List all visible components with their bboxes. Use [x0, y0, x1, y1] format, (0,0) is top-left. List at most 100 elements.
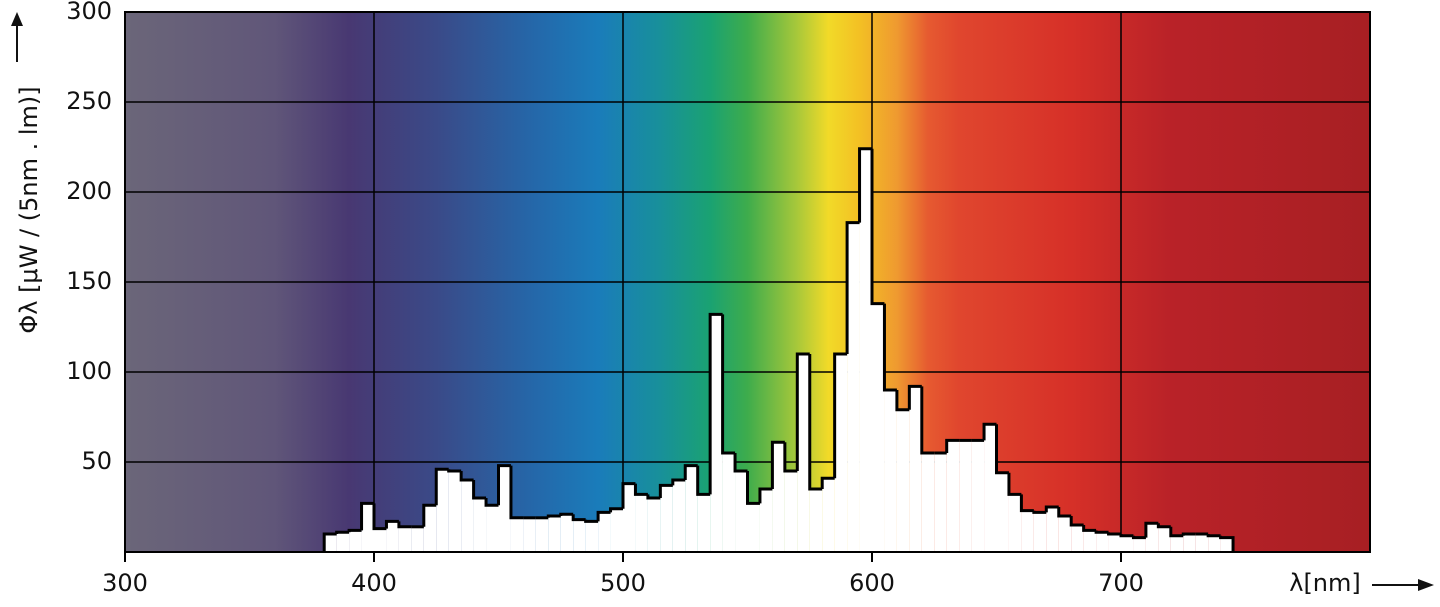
- bar: [1046, 507, 1059, 552]
- bar: [1183, 534, 1196, 552]
- bar: [685, 465, 698, 552]
- bar-outline: [995, 424, 1009, 475]
- bar-outline: [1181, 532, 1196, 536]
- bar-outline: [1219, 535, 1235, 552]
- bar-outline: [658, 483, 673, 498]
- bar-outline: [621, 482, 636, 509]
- x-axis-arrow: [1372, 579, 1434, 591]
- bar: [1158, 526, 1171, 552]
- x-tick-label: 700: [1098, 569, 1144, 597]
- bar-outline: [1119, 534, 1134, 538]
- bar: [398, 526, 412, 552]
- bar-outline: [596, 510, 611, 522]
- bar-outline: [584, 519, 599, 523]
- x-axis-label: λ[nm]: [1289, 569, 1361, 597]
- bar: [647, 498, 661, 552]
- bar-outline: [372, 503, 387, 531]
- bar-outline: [422, 503, 437, 527]
- y-tick-label: 100: [66, 357, 112, 385]
- bar: [710, 314, 723, 552]
- bar-outline: [646, 494, 661, 500]
- x-tick-label: 400: [351, 569, 397, 597]
- bar-outline: [472, 480, 487, 500]
- y-tick-label: 250: [66, 87, 112, 115]
- bar-outline: [858, 147, 872, 223]
- bar-outline: [982, 422, 997, 441]
- bar-outline: [484, 498, 499, 507]
- bar-outline: [1019, 494, 1034, 513]
- bar: [523, 517, 536, 552]
- bar: [884, 390, 897, 552]
- bar-outline: [746, 471, 760, 505]
- bar: [361, 503, 374, 552]
- bar: [909, 386, 922, 552]
- bar: [1033, 512, 1047, 552]
- bar: [859, 148, 872, 553]
- bar: [349, 530, 362, 552]
- x-tick-label: 300: [102, 569, 148, 597]
- bar-outline: [322, 532, 337, 552]
- bar-outline: [1069, 516, 1084, 527]
- bar: [1021, 510, 1034, 552]
- bar: [1008, 494, 1022, 552]
- bar: [722, 453, 736, 552]
- bar-outline: [770, 440, 785, 489]
- bar-outline: [633, 483, 648, 496]
- bar: [1121, 535, 1134, 552]
- bar-outline: [559, 512, 574, 516]
- bar-outline: [733, 453, 748, 473]
- bar: [1220, 537, 1234, 552]
- bar: [548, 516, 561, 552]
- bar: [1208, 535, 1221, 552]
- bar-outline: [1007, 472, 1022, 496]
- bar-outline: [509, 465, 524, 520]
- bar-outline: [870, 148, 885, 306]
- bar: [834, 354, 848, 552]
- bar: [1071, 525, 1084, 552]
- bar: [921, 453, 935, 552]
- bar: [560, 514, 574, 552]
- bar-outline: [1107, 532, 1121, 536]
- bar-outline: [683, 464, 698, 480]
- bar-outline: [1094, 530, 1109, 534]
- bar: [1108, 534, 1121, 552]
- bar-outline: [335, 530, 350, 534]
- bar: [386, 521, 399, 552]
- bar: [971, 440, 985, 552]
- bar-outline: [571, 514, 586, 522]
- bar: [797, 354, 810, 552]
- bar-outline: [1206, 534, 1221, 538]
- bar-outline: [497, 464, 511, 506]
- bar-outline: [833, 352, 848, 479]
- bar-outline: [708, 312, 723, 495]
- bar: [374, 528, 387, 552]
- bar: [809, 489, 823, 552]
- bar-outline: [447, 469, 462, 473]
- y-tick-label: 150: [66, 267, 112, 295]
- y-tick-label: 50: [81, 447, 112, 475]
- bar-outline: [795, 352, 810, 471]
- bar: [984, 424, 997, 552]
- bar-outline: [907, 384, 922, 410]
- bar: [847, 222, 860, 552]
- bar: [573, 519, 586, 552]
- bar: [448, 471, 462, 552]
- bar: [598, 512, 611, 552]
- bar: [772, 442, 785, 552]
- bar-outline: [459, 471, 474, 482]
- bar-outline: [820, 476, 835, 489]
- bar: [1195, 534, 1209, 552]
- y-axis-label: Φλ [μW / (5nm . lm)]: [15, 86, 43, 333]
- bar: [486, 505, 499, 552]
- bar-outline: [1156, 523, 1171, 529]
- bar: [461, 480, 474, 552]
- bar-outline: [1044, 505, 1059, 513]
- bar: [1083, 530, 1097, 552]
- bar-outline: [945, 438, 960, 453]
- y-tick-label: 200: [66, 177, 112, 205]
- bar-outline: [696, 465, 711, 496]
- bar: [436, 469, 449, 552]
- x-tick-label: 500: [600, 569, 646, 597]
- bar-outline: [546, 514, 561, 518]
- y-axis-arrow: [11, 12, 23, 62]
